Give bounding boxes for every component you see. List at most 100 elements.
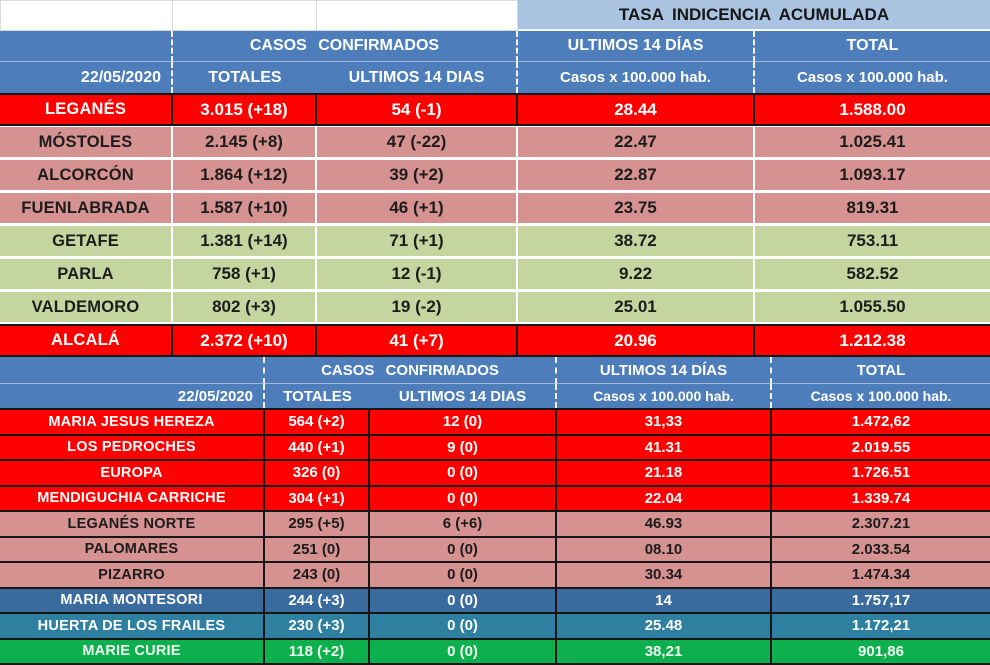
ultimos-14-dias-value: 46 (+1) (317, 193, 518, 223)
zone-name: PARLA (0, 259, 173, 289)
ultimos-14-dias-value: 47 (-22) (317, 127, 518, 157)
tasa-total-value: 819.31 (846, 198, 899, 217)
tasa-14-dias-value: 22.47 (518, 127, 755, 157)
totales-value: 2.372 (+10) (173, 326, 317, 355)
tasa-14-dias-value: 38,21 (557, 639, 772, 663)
ultimos-14-dias-value: 12 (0) (370, 410, 557, 434)
tasa-14-dias-value: 30.34 (557, 563, 772, 587)
zone-name: FUENLABRADA (0, 193, 173, 223)
totales-value: 1.864 (+12) (173, 160, 317, 190)
header-totales: TOTALES (208, 68, 282, 86)
totales-value: 2.145 (+8) (173, 127, 317, 157)
tasa-total-value: 1.472,62 (851, 413, 911, 431)
zone-name: PALOMARES (0, 537, 265, 561)
table-row: MÓSTOLES 2.145 (+8) 47 (-22) 22.47 1.025… (0, 126, 990, 159)
totales-value: 243 (0) (265, 563, 370, 587)
table1-column-header-row: 22/05/2020 TOTALES ULTIMOS 14 DIAS Casos… (0, 62, 990, 93)
table2-column-header-row: 22/05/2020 TOTALES ULTIMOS 14 DIAS Casos… (0, 384, 990, 410)
empty-header-cell (0, 357, 265, 384)
table-row: MENDIGUCHIA CARRICHE 304 (+1) 0 (0) 22.0… (0, 486, 990, 512)
totales-value: 440 (+1) (265, 435, 370, 459)
table-row: ALCALÁ 2.372 (+10) 41 (+7) 20.96 1.212.3… (0, 324, 990, 357)
header-casos-confirmados: CASOS CONFIRMADOS (173, 31, 518, 62)
tasa-14-dias-value: 9.22 (518, 259, 755, 289)
ultimos-14-dias-value: 19 (-2) (317, 292, 518, 322)
tasa-14-dias-value: 08.10 (557, 537, 772, 561)
tasa-14-dias-value: 22.04 (557, 486, 772, 510)
totales-value: 326 (0) (265, 461, 370, 485)
table-row: FUENLABRADA 1.587 (+10) 46 (+1) 23.75 81… (0, 192, 990, 225)
ultimos-14-dias-value: 71 (+1) (317, 226, 518, 256)
table-row: ALCORCÓN 1.864 (+12) 39 (+2) 22.87 1.093… (0, 159, 990, 192)
municipios-rows: LEGANÉS 3.015 (+18) 54 (-1) 28.44 1.588.… (0, 93, 990, 357)
ultimos-14-dias-value: 12 (-1) (317, 259, 518, 289)
zone-name: VALDEMORO (0, 292, 173, 322)
totales-value: 3.015 (+18) (173, 95, 317, 124)
totales-value: 118 (+2) (265, 639, 370, 663)
empty-header-cell (0, 31, 173, 62)
tasa-14-dias-value: 23.75 (518, 193, 755, 223)
tasa-total-value: 901,86 (858, 642, 904, 660)
header-casos-100k: Casos x 100.000 hab. (810, 388, 952, 404)
zone-name: LEGANÉS NORTE (0, 512, 265, 536)
tasa-total-value: 1.726.51 (851, 464, 911, 482)
blank-cell (317, 0, 518, 31)
ultimos-14-dias-value: 0 (0) (370, 639, 557, 663)
ultimos-14-dias-value: 54 (-1) (317, 95, 518, 124)
tasa-total-value: 2.033.54 (851, 540, 911, 558)
totales-value: 1.587 (+10) (173, 193, 317, 223)
zone-name: MÓSTOLES (0, 127, 173, 157)
blank-cell (0, 0, 173, 31)
tasa-14-dias-value: 31,33 (557, 410, 772, 434)
zone-name: ALCALÁ (0, 326, 173, 355)
blank-cell (173, 0, 317, 31)
header-casos-confirmados: CASOS CONFIRMADOS (265, 357, 557, 384)
tasa-14-dias-value: 46.93 (557, 512, 772, 536)
table-row: LEGANÉS 3.015 (+18) 54 (-1) 28.44 1.588.… (0, 93, 990, 126)
zone-name: ALCORCÓN (0, 160, 173, 190)
totales-value: 230 (+3) (265, 614, 370, 638)
table-row: GETAFE 1.381 (+14) 71 (+1) 38.72 753.11 (0, 225, 990, 258)
table-row: MARIA JESUS HEREZA 564 (+2) 12 (0) 31,33… (0, 410, 990, 436)
tasa-14-dias-value: 38.72 (518, 226, 755, 256)
zone-name: HUERTA DE LOS FRAILES (0, 614, 265, 638)
tasa-total-value: 1.757,17 (851, 591, 911, 609)
header-total: TOTAL (772, 357, 990, 384)
table2-group-header-row: CASOS CONFIRMADOS ULTIMOS 14 DÍAS TOTAL (0, 357, 990, 384)
date-label: 22/05/2020 (0, 384, 265, 408)
ultimos-14-dias-value: 0 (0) (370, 588, 557, 612)
ultimos-14-dias-value: 0 (0) (370, 486, 557, 510)
tasa-total-value: 1.474.34 (851, 566, 911, 584)
zone-name: LOS PEDROCHES (0, 435, 265, 459)
header-casos-100k: Casos x 100.000 hab. (797, 69, 948, 86)
tasa-14-dias-value: 14 (557, 588, 772, 612)
table-row: PIZARRO 243 (0) 0 (0) 30.34 1.474.34 (0, 563, 990, 589)
totales-value: 304 (+1) (265, 486, 370, 510)
tasa-total-value: 753.11 (846, 231, 899, 250)
tasa-total-value: 1.055.50 (839, 297, 906, 316)
table-row: LOS PEDROCHES 440 (+1) 9 (0) 41.31 2.019… (0, 435, 990, 461)
zone-name: MENDIGUCHIA CARRICHE (0, 486, 265, 510)
ultimos-14-dias-value: 9 (0) (370, 435, 557, 459)
ultimos-14-dias-value: 0 (0) (370, 614, 557, 638)
header-ultimos-14-dias-tasa: ULTIMOS 14 DÍAS (557, 357, 772, 384)
table1-group-header-row: CASOS CONFIRMADOS ULTIMOS 14 DÍAS TOTAL (0, 31, 990, 62)
zone-name: EUROPA (0, 461, 265, 485)
totales-value: 244 (+3) (265, 588, 370, 612)
ultimos-14-dias-value: 0 (0) (370, 563, 557, 587)
ultimos-14-dias-value: 0 (0) (370, 537, 557, 561)
totales-value: 1.381 (+14) (173, 226, 317, 256)
tasa-total-value: 1.093.17 (839, 165, 906, 184)
tasa-total-value: 1.172,21 (851, 617, 911, 635)
header-casos-100k: Casos x 100.000 hab. (557, 384, 772, 408)
ultimos-14-dias-value: 41 (+7) (317, 326, 518, 355)
header-total: TOTAL (755, 31, 990, 62)
tasa-total-value: 1.339.74 (851, 489, 911, 507)
zone-name: MARIA MONTESORI (0, 588, 265, 612)
totales-value: 758 (+1) (173, 259, 317, 289)
banner-tasa-incidencia: TASA INDICENCIA ACUMULADA (518, 0, 990, 31)
totales-value: 802 (+3) (173, 292, 317, 322)
tasa-total-value: 2.307.21 (851, 515, 911, 533)
zone-name: MARIE CURIE (0, 639, 265, 663)
